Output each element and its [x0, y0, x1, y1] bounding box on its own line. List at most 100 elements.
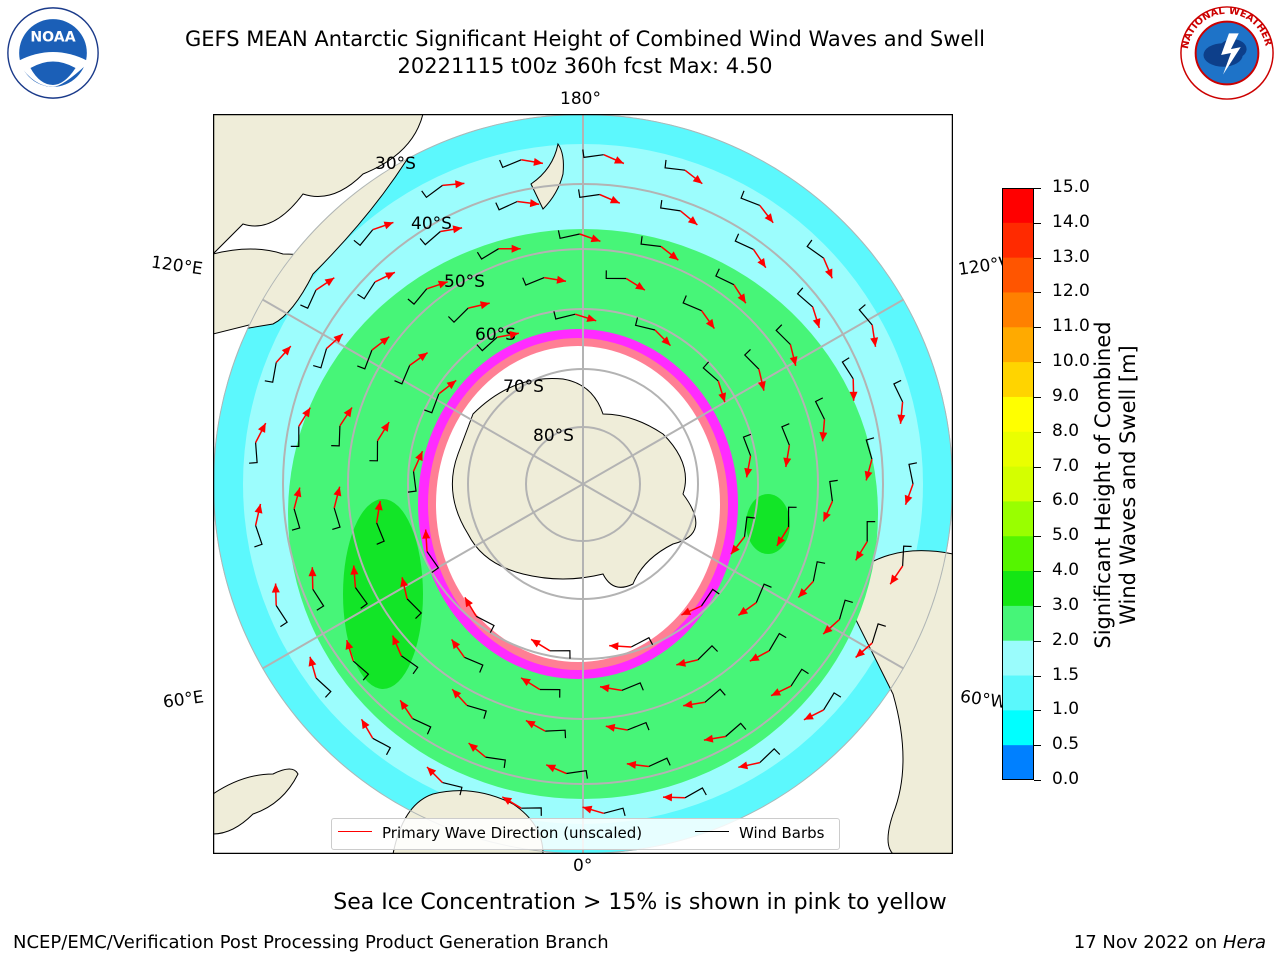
wind-barb [704, 688, 726, 703]
wind-barb [866, 521, 876, 542]
wave-direction-arrowhead [692, 175, 703, 184]
wind-barb [682, 295, 702, 312]
wind-barb [499, 159, 522, 169]
noaa-logo: NOAA [7, 7, 99, 99]
polar-map: 30°S 40°S 50°S 60°S 70°S 80°S [213, 114, 953, 854]
wind-barb [648, 757, 671, 768]
wave-direction-arrowhead [789, 356, 798, 366]
colorbar-tick-mark [1034, 501, 1041, 503]
map-legend: Primary Wave Direction (unscaled) Wind B… [331, 818, 840, 850]
wave-direction-arrowhead [771, 688, 781, 696]
colorbar-segment [1002, 431, 1034, 468]
colorbar-tick-label: 7.0 [1052, 455, 1080, 476]
wind-barb [313, 348, 328, 369]
wind-barb [660, 200, 681, 212]
wind-barb [796, 287, 814, 308]
colorbar-tick-mark [1034, 466, 1041, 468]
wind-barb [697, 644, 719, 661]
wave-direction-arrowhead [521, 677, 531, 686]
wave-direction-arrowhead [464, 597, 473, 608]
wave-direction-arrowhead [890, 574, 899, 585]
wind-barb [485, 756, 506, 768]
wind-barb [400, 655, 419, 675]
wave-direction-arrowhead [302, 407, 311, 418]
wind-barb [545, 729, 567, 739]
wave-direction-arrowhead [744, 467, 753, 478]
wind-barb [466, 704, 487, 719]
wind-barb [902, 545, 912, 567]
colorbar-segment [1002, 222, 1034, 259]
legend-primary-wave: Primary Wave Direction (unscaled) [382, 824, 643, 842]
wave-direction-arrowhead [427, 767, 437, 777]
colorbar-tick-label: 0.0 [1052, 769, 1080, 789]
wave-direction-arrowhead [718, 392, 726, 403]
wind-barb [582, 149, 604, 159]
colorbar-tick-mark [1034, 431, 1041, 433]
wave-direction-arrowhead [812, 318, 821, 328]
chart-title: GEFS MEAN Antarctic Significant Height o… [184, 27, 986, 51]
footer-date-text: 17 Nov 2022 on [1073, 932, 1223, 953]
wave-direction-arrowhead [452, 689, 462, 699]
wave-direction-arrowhead [687, 216, 698, 225]
colorbar-tick-label: 1.5 [1052, 664, 1080, 685]
wind-barb [781, 423, 790, 446]
colorbar-segment [1002, 466, 1034, 502]
wave-direction-arrowhead [855, 648, 865, 658]
colorbar-segment [1002, 745, 1034, 780]
wave-direction-layer [254, 154, 914, 815]
colorbar-segment [1002, 710, 1034, 746]
wave-direction-arrowhead [897, 414, 906, 424]
wave-direction-arrowhead [258, 423, 266, 433]
wind-barb [407, 288, 428, 305]
wind-barb [605, 270, 627, 280]
svg-text:NOAA: NOAA [30, 30, 75, 46]
wave-direction-arrowhead [308, 656, 317, 667]
wave-direction-arrowhead [556, 275, 566, 284]
colorbar-tick-mark [1034, 780, 1041, 781]
wave-direction-arrowhead [502, 796, 513, 805]
wave-direction-arrowhead [343, 407, 352, 418]
lon-label-180: 180° [560, 89, 601, 109]
colorbar-tick-label: 1.0 [1052, 699, 1080, 720]
wind-barb [702, 361, 719, 382]
colorbar-label: Significant Height of Combined Wind Wave… [1091, 285, 1141, 685]
wind-barb [841, 357, 854, 380]
wind-barb [407, 471, 417, 493]
colorbar-tick-mark [1034, 327, 1041, 329]
wave-direction-arrowhead [749, 653, 760, 662]
wave-direction-arrowhead [590, 234, 601, 243]
colorbar-tick-label: 10.0 [1052, 351, 1090, 372]
wind-barb [829, 479, 838, 502]
wave-direction-arrowhead [529, 199, 540, 208]
colorbar-tick-mark [1034, 745, 1041, 747]
wave-direction-arrowhead [605, 723, 616, 732]
wave-direction-arrowhead [803, 712, 814, 720]
wind-barb [640, 236, 662, 248]
wave-direction-arrowhead [730, 544, 740, 555]
wind-barb [743, 516, 755, 537]
wave-direction-arrowhead [254, 503, 263, 514]
colorbar-tick-label: 2.0 [1052, 629, 1080, 650]
wave-direction-arrowhead [798, 588, 808, 598]
colorbar-tick-label: 9.0 [1052, 385, 1080, 406]
wind-barb [664, 159, 686, 171]
wave-direction-arrowhead [582, 805, 593, 814]
wind-barb [755, 583, 772, 603]
wind-barb [495, 200, 518, 211]
wind-barb [442, 782, 463, 796]
wind-barb [734, 233, 754, 250]
colorbar-label-line1: Significant Height of Combined [1091, 321, 1115, 649]
wind-barb [426, 551, 440, 573]
colorbar-segment [1002, 605, 1034, 642]
wave-direction-arrowhead [468, 743, 479, 752]
wave-direction-arrowhead [531, 639, 541, 648]
colorbar-tick-mark [1034, 362, 1041, 364]
wave-direction-arrowhead [385, 272, 395, 280]
chart-subtitle: 20221115 t00z 360h fcst Max: 4.50 [397, 54, 773, 78]
wave-direction-arrowhead [480, 301, 490, 310]
wind-barb [768, 632, 787, 652]
wave-direction-arrowhead [635, 282, 645, 291]
wave-direction-arrowhead [737, 293, 746, 304]
wind-barb [725, 722, 747, 737]
colorbar-tick-label: 4.0 [1052, 560, 1080, 581]
